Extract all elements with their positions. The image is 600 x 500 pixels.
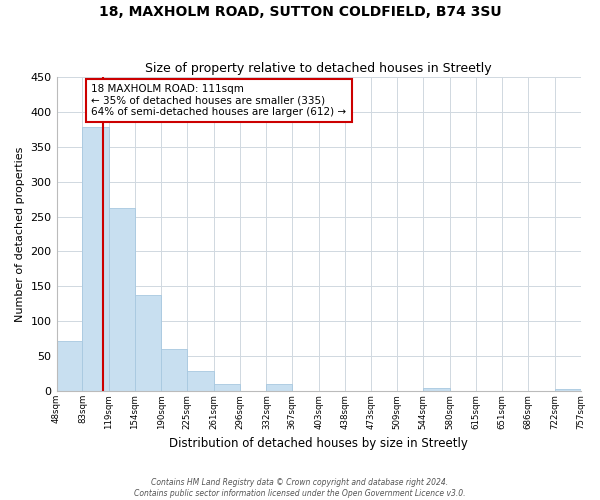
Bar: [266, 384, 292, 391]
Bar: [187, 371, 214, 391]
Y-axis label: Number of detached properties: Number of detached properties: [15, 146, 25, 322]
Bar: [423, 388, 449, 391]
Bar: [56, 341, 82, 391]
Bar: [82, 128, 109, 391]
Text: 18 MAXHOLM ROAD: 111sqm
← 35% of detached houses are smaller (335)
64% of semi-d: 18 MAXHOLM ROAD: 111sqm ← 35% of detache…: [91, 84, 346, 117]
Bar: [554, 389, 581, 391]
Text: Contains HM Land Registry data © Crown copyright and database right 2024.
Contai: Contains HM Land Registry data © Crown c…: [134, 478, 466, 498]
Bar: [109, 208, 135, 391]
Text: 18, MAXHOLM ROAD, SUTTON COLDFIELD, B74 3SU: 18, MAXHOLM ROAD, SUTTON COLDFIELD, B74 …: [98, 5, 502, 19]
Title: Size of property relative to detached houses in Streetly: Size of property relative to detached ho…: [145, 62, 492, 74]
Bar: [214, 384, 240, 391]
Bar: [161, 349, 187, 391]
X-axis label: Distribution of detached houses by size in Streetly: Distribution of detached houses by size …: [169, 437, 468, 450]
Bar: [135, 296, 161, 391]
